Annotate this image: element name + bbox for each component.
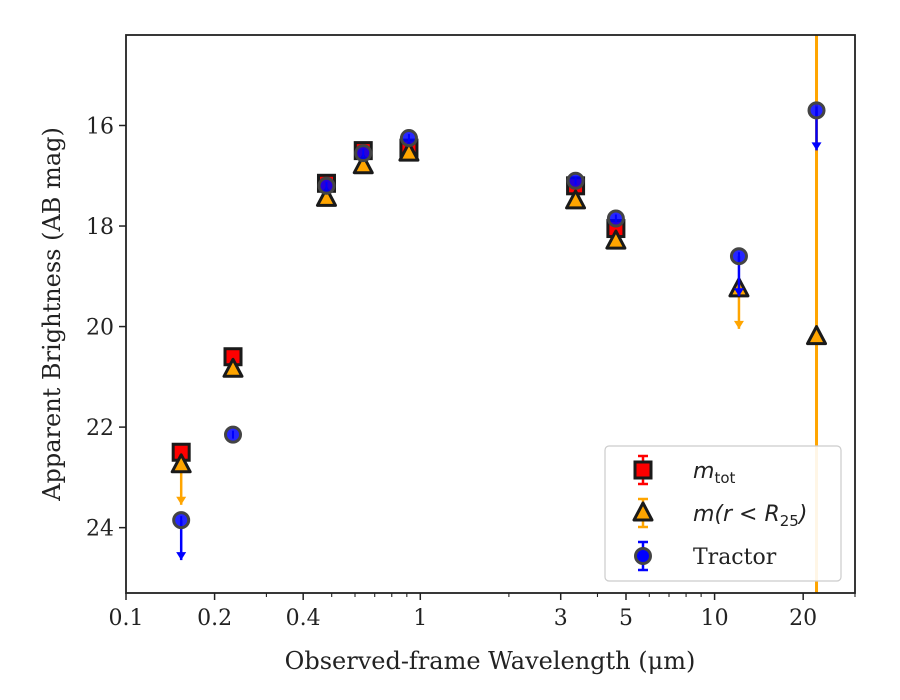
y-tick-label: 22: [86, 416, 114, 441]
y-tick-label: 20: [86, 316, 114, 341]
data-point: [352, 154, 374, 175]
legend-label: Tractor: [693, 545, 777, 570]
series-circle: [172, 101, 826, 561]
plot-area: [170, 35, 828, 593]
series-square: [171, 138, 626, 462]
y-tick-label: 16: [86, 114, 114, 139]
upper-limit-head: [733, 288, 744, 297]
data-point: [806, 325, 828, 346]
x-tick-label: 20: [789, 606, 817, 631]
y-tick-label: 18: [86, 215, 114, 240]
legend-marker-circle: [634, 547, 652, 565]
data-point: [606, 209, 625, 228]
data-point: [315, 186, 337, 207]
legend: mtot m(r < R25) Tractor: [604, 445, 842, 582]
legend-label: m(r < R25): [693, 502, 807, 530]
legend-box: [604, 445, 842, 582]
upper-limit-head: [176, 496, 187, 505]
plot-frame: [125, 34, 856, 594]
upper-limit-head: [733, 320, 744, 329]
data-point: [605, 229, 627, 250]
data-point: [222, 357, 244, 378]
upper-limit-head: [176, 552, 187, 561]
x-tick-label: 0.1: [109, 606, 144, 631]
data-point: [399, 129, 418, 148]
data-point: [398, 141, 420, 162]
data-point: [317, 176, 336, 195]
data-point: [354, 144, 373, 163]
data-point: [170, 453, 192, 474]
x-tick-label: 0.4: [286, 606, 321, 631]
upper-limit-head: [811, 142, 822, 151]
data-point: [172, 511, 191, 530]
data-point: [224, 425, 243, 444]
x-tick-label: 5: [619, 606, 633, 631]
x-axis-label: Observed-frame Wavelength (μm): [285, 647, 696, 675]
y-tick-label: 24: [86, 517, 114, 542]
y-axis: 16 18 20 22 24: [86, 114, 126, 542]
data-point: [729, 247, 748, 266]
legend-label: mtot: [693, 459, 735, 487]
data-point: [565, 189, 587, 210]
data-point: [807, 101, 826, 120]
legend-marker-square: [633, 460, 653, 480]
x-tick-label: 3: [554, 606, 568, 631]
x-axis: 0.1 0.2 0.4 1 3 5 10 20: [109, 593, 856, 631]
x-tick-label: 1: [413, 606, 427, 631]
data-point: [566, 171, 585, 190]
x-tick-label: 10: [701, 606, 729, 631]
legend-marker-triangle: [632, 501, 654, 522]
y-axis-label: Apparent Brightness (AB mag): [38, 127, 66, 502]
x-tick-label: 0.2: [197, 606, 232, 631]
